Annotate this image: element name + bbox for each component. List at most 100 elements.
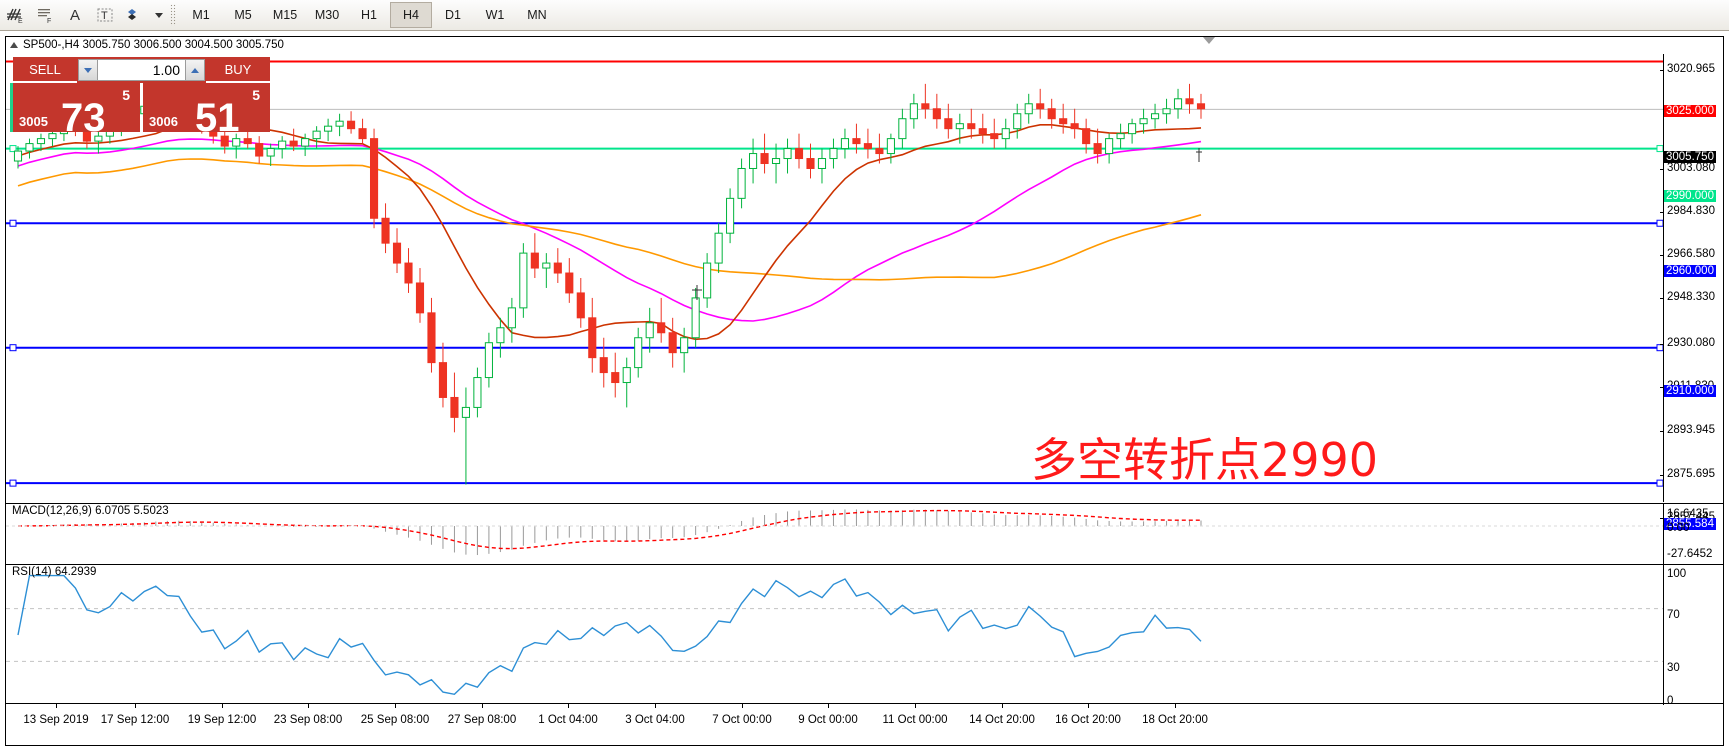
price-tick-label: 3020.965 [1667, 63, 1715, 75]
rsi-body[interactable]: RSI(14) 64.2939 [6, 565, 1663, 705]
timeframe-m30[interactable]: M30 [314, 8, 340, 22]
svg-text:F: F [47, 18, 51, 25]
time-tick-label: 7 Oct 00:00 [712, 714, 772, 726]
time-tick [1175, 704, 1176, 708]
text-tool-icon[interactable]: A [69, 6, 80, 24]
price-tick [1660, 298, 1664, 299]
volume-input[interactable]: 1.00 [98, 59, 185, 81]
price-tick-label: 2930.080 [1667, 337, 1715, 349]
price-tick-label: 2875.695 [1667, 468, 1715, 480]
rsi-scale-label: 0 [1667, 695, 1674, 707]
volume-stepper[interactable]: 1.00 [77, 57, 206, 83]
price-level-badge[interactable]: 2960.000 [1664, 265, 1716, 277]
time-tick-label: 18 Oct 20:00 [1142, 714, 1208, 726]
price-tick-label: 2948.330 [1667, 291, 1715, 303]
buy-price-main: 51 [195, 96, 240, 140]
rsi-scale-axis: 100 70 30 0 [1663, 565, 1723, 707]
sell-price-main: 73 [61, 96, 106, 140]
price-tick [1660, 70, 1664, 71]
indicators-icon[interactable]: E [0, 2, 30, 28]
price-tick [1660, 475, 1664, 476]
time-tick [395, 704, 396, 708]
time-tick [222, 704, 223, 708]
sell-price-integer: 3005 [19, 114, 48, 129]
periods-icon[interactable]: F [30, 2, 60, 28]
time-tick [1002, 704, 1003, 708]
price-tick [1660, 169, 1664, 170]
timeframe-h4[interactable]: H4 [390, 2, 432, 28]
time-tick-label: 9 Oct 00:00 [798, 714, 858, 726]
time-tick-label: 14 Oct 20:00 [969, 714, 1035, 726]
time-tick-label: 11 Oct 00:00 [882, 714, 948, 726]
svg-text:T: T [101, 10, 108, 22]
timeframe-h1[interactable]: H1 [361, 8, 377, 22]
text-label-icon[interactable]: T [90, 2, 120, 28]
macd-svg [6, 509, 1663, 556]
price-level-badge[interactable]: 3025.000 [1664, 105, 1716, 117]
macd-scale-axis: 16.6435 0.00 -27.6452 [1663, 504, 1723, 564]
buy-button[interactable]: BUY [206, 57, 270, 83]
price-chart-canvas[interactable]: 多空转折点2990 [6, 54, 1663, 502]
time-tick [482, 704, 483, 708]
time-tick-label: 19 Sep 12:00 [187, 714, 257, 726]
buy-price-display[interactable]: 3006 51 5 [143, 83, 270, 138]
symbol-quote-text: SP500-,H4 3005.750 3006.500 3004.500 300… [23, 39, 284, 51]
time-scale-axis[interactable]: 13 Sep 2019 17 Sep 12:00 19 Sep 12:00 23 Se… [6, 703, 1723, 745]
price-tick [1660, 431, 1664, 432]
symbol-quote-bar: SP500-,H4 3005.750 3006.500 3004.500 300… [6, 37, 1723, 53]
time-tick [828, 704, 829, 708]
price-tick-label: 2893.945 [1667, 424, 1715, 436]
time-tick [742, 704, 743, 708]
price-level-badge[interactable]: 2910.000 [1664, 385, 1716, 397]
trade-panel-prices: 3005 73 5 3006 51 5 [13, 83, 270, 138]
macd-body[interactable]: MACD(12,26,9) 6.0705 5.5023 [6, 504, 1663, 564]
trade-panel-header: SELL 1.00 BUY [13, 57, 270, 83]
time-tick [1088, 704, 1089, 708]
time-tick-label: 25 Sep 08:00 [360, 714, 430, 726]
macd-scale-label: 16.6435 [1667, 508, 1709, 520]
sell-button[interactable]: SELL [13, 57, 77, 83]
timeframe-mn[interactable]: MN [527, 8, 547, 22]
objects-dropdown-icon[interactable] [150, 2, 166, 28]
time-tick-label: 17 Sep 12:00 [100, 714, 170, 726]
timeframe-m15[interactable]: M15 [272, 8, 298, 22]
svg-text:E: E [18, 18, 23, 25]
time-tick [135, 704, 136, 708]
price-tick [1660, 212, 1664, 213]
chevron-down-icon[interactable] [1203, 37, 1215, 44]
objects-icon[interactable] [120, 2, 150, 28]
time-tick-label: 27 Sep 08:00 [447, 714, 517, 726]
rsi-title: RSI(14) 64.2939 [12, 566, 97, 578]
time-tick-label: 13 Sep 2019 [23, 714, 89, 726]
time-tick-label: 23 Sep 08:00 [273, 714, 343, 726]
timeframe-m5[interactable]: M5 [234, 8, 252, 22]
time-tick [308, 704, 309, 708]
macd-pane: MACD(12,26,9) 6.0705 5.5023 16.6435 0.00 -… [6, 503, 1723, 564]
price-level-badge[interactable]: 3005.750 [1664, 151, 1716, 163]
price-tick [1660, 344, 1664, 345]
rsi-scale-label: 30 [1667, 662, 1680, 674]
buy-price-fraction: 5 [252, 87, 260, 103]
price-scale-axis[interactable]: 3020.965 3003.080 2984.830 2966.580 2948.330… [1660, 54, 1723, 530]
panel-edge-marker [10, 83, 13, 132]
macd-scale-label: 0.00 [1667, 522, 1690, 534]
price-level-badge[interactable]: 2990.000 [1664, 190, 1716, 202]
main-toolbar: E F A T M1 M5 M15 M30 H1 H4 D1 W1 MN [0, 0, 1729, 31]
sell-price-display[interactable]: 3005 73 5 [13, 83, 140, 138]
timeframe-m1[interactable]: M1 [192, 8, 210, 22]
price-tick-label: 3003.080 [1667, 162, 1715, 174]
time-tick-label: 3 Oct 04:00 [625, 714, 685, 726]
price-level-badge[interactable]: 2855.584 [1664, 518, 1716, 530]
volume-decrease-button[interactable] [78, 59, 98, 81]
collapse-triangle-icon[interactable] [10, 42, 18, 48]
timeframe-w1[interactable]: W1 [485, 8, 505, 22]
time-tick-label: 16 Oct 20:00 [1055, 714, 1121, 726]
volume-increase-button[interactable] [185, 59, 205, 81]
rsi-scale-label: 70 [1667, 609, 1680, 621]
chart-annotation-text: 多空转折点2990 [1031, 433, 1379, 487]
time-tick [56, 704, 57, 708]
price-tick [1660, 255, 1664, 256]
price-tick-label: 2984.830 [1667, 205, 1715, 217]
timeframe-d1[interactable]: D1 [445, 8, 461, 22]
one-click-trading-panel[interactable]: SELL 1.00 BUY 3005 73 5 3006 51 5 [10, 57, 270, 138]
